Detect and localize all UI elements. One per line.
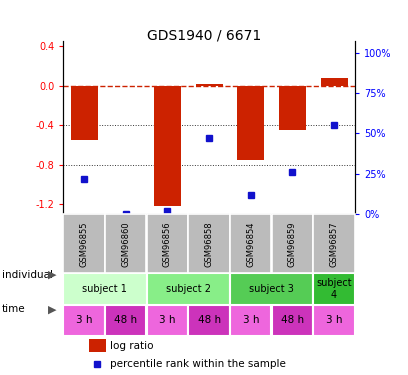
Text: ▶: ▶ (48, 304, 57, 314)
Text: 3 h: 3 h (242, 315, 259, 326)
Bar (230, 273, 313, 305)
Bar (146, 273, 230, 305)
Text: subject 3: subject 3 (249, 284, 294, 294)
Text: GSM96856: GSM96856 (163, 221, 172, 267)
Text: log ratio: log ratio (110, 341, 153, 351)
Text: 3 h: 3 h (76, 315, 92, 326)
Bar (105, 214, 146, 273)
Text: 48 h: 48 h (197, 315, 221, 326)
Bar (313, 273, 355, 305)
Bar (63, 273, 146, 305)
Text: subject
4: subject 4 (316, 278, 352, 300)
Bar (230, 214, 271, 273)
Bar (64, 305, 105, 336)
Text: subject 1: subject 1 (82, 284, 127, 294)
Text: GSM96858: GSM96858 (204, 221, 214, 267)
Text: GSM96854: GSM96854 (246, 221, 255, 267)
Text: individual: individual (2, 270, 53, 279)
Text: GSM96860: GSM96860 (121, 221, 130, 267)
Text: ▶: ▶ (48, 270, 57, 279)
Bar (237, 86, 264, 160)
Bar (147, 305, 188, 336)
Bar (279, 86, 306, 130)
Bar (230, 305, 271, 336)
Text: 48 h: 48 h (281, 315, 304, 326)
Bar (195, 84, 223, 86)
Text: subject 2: subject 2 (166, 284, 211, 294)
Bar (154, 86, 181, 206)
Bar (313, 305, 355, 336)
Bar (89, 339, 106, 352)
Text: GSM96855: GSM96855 (80, 221, 89, 267)
Text: 3 h: 3 h (326, 315, 342, 326)
Text: 3 h: 3 h (159, 315, 176, 326)
Text: 48 h: 48 h (114, 315, 137, 326)
Text: GSM96859: GSM96859 (288, 221, 297, 267)
Bar (105, 305, 146, 336)
Bar (64, 214, 105, 273)
Text: time: time (2, 304, 26, 314)
Bar (321, 78, 348, 86)
Bar (188, 305, 230, 336)
Bar (188, 214, 230, 273)
Bar (313, 214, 355, 273)
Bar (71, 86, 98, 140)
Bar (272, 305, 313, 336)
Bar (147, 214, 188, 273)
Text: GDS1940 / 6671: GDS1940 / 6671 (147, 28, 261, 42)
Text: percentile rank within the sample: percentile rank within the sample (110, 358, 286, 369)
Bar (272, 214, 313, 273)
Text: GSM96857: GSM96857 (330, 221, 339, 267)
